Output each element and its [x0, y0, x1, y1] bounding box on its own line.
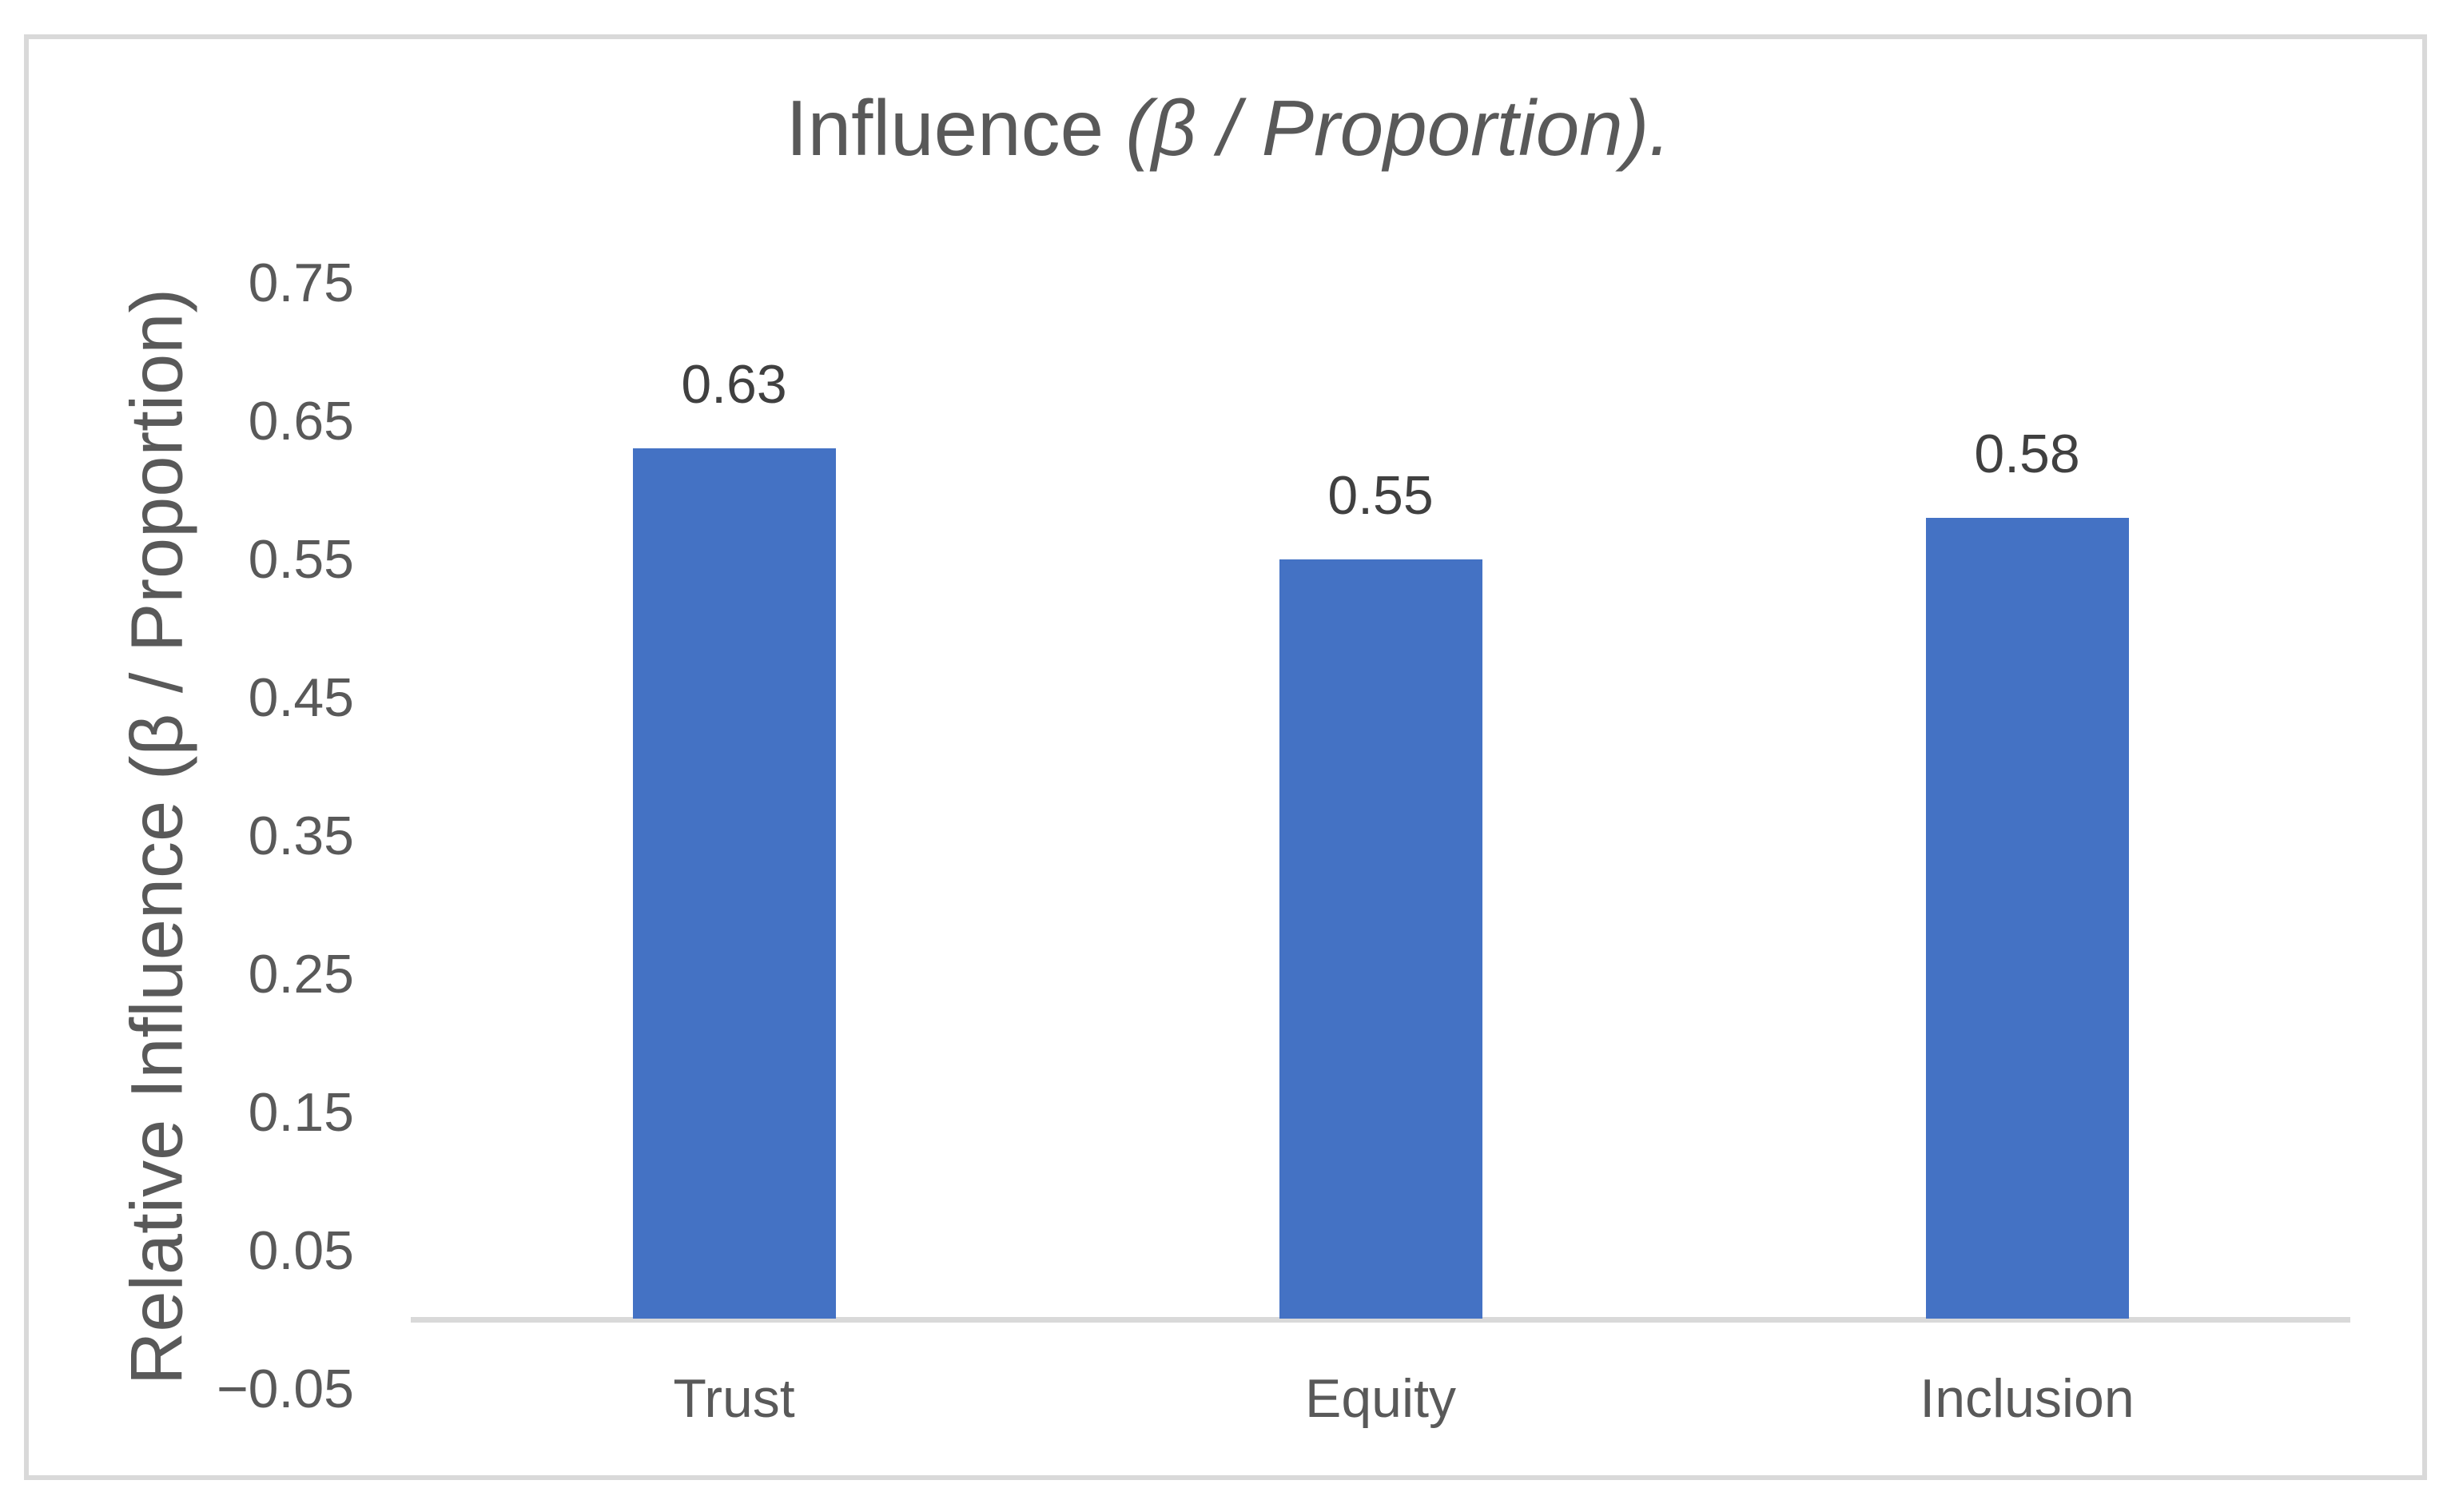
- y-tick-label: 0.15: [248, 1081, 354, 1143]
- x-category-label-inclusion: Inclusion: [1920, 1368, 2135, 1429]
- y-tick-label: 0.45: [248, 666, 354, 728]
- chart-title-italic-part: (β / Proportion).: [1125, 84, 1671, 172]
- y-tick-label: 0.35: [248, 805, 354, 866]
- y-tick-label: −0.05: [216, 1358, 354, 1419]
- chart-title-regular-part: Influence: [786, 84, 1126, 172]
- bar-equity: [1279, 559, 1482, 1319]
- chart-title: Influence (β / Proportion).: [786, 80, 1670, 176]
- x-category-label-trust: Trust: [673, 1368, 795, 1429]
- bar-trust: [632, 448, 836, 1319]
- y-tick-label: 0.05: [248, 1220, 354, 1281]
- bar-value-label: 0.58: [1974, 423, 2080, 484]
- y-tick-label: 0.75: [248, 252, 354, 313]
- bar-inclusion: [1925, 517, 2129, 1319]
- chart-border: [24, 34, 2427, 1480]
- bar-value-label: 0.63: [681, 354, 787, 416]
- x-axis-line: [411, 1317, 2350, 1323]
- x-category-label-equity: Equity: [1305, 1368, 1456, 1429]
- y-tick-label: 0.65: [248, 390, 354, 452]
- bar-value-label: 0.55: [1327, 464, 1434, 526]
- y-tick-label: 0.55: [248, 528, 354, 590]
- y-tick-label: 0.25: [248, 943, 354, 1005]
